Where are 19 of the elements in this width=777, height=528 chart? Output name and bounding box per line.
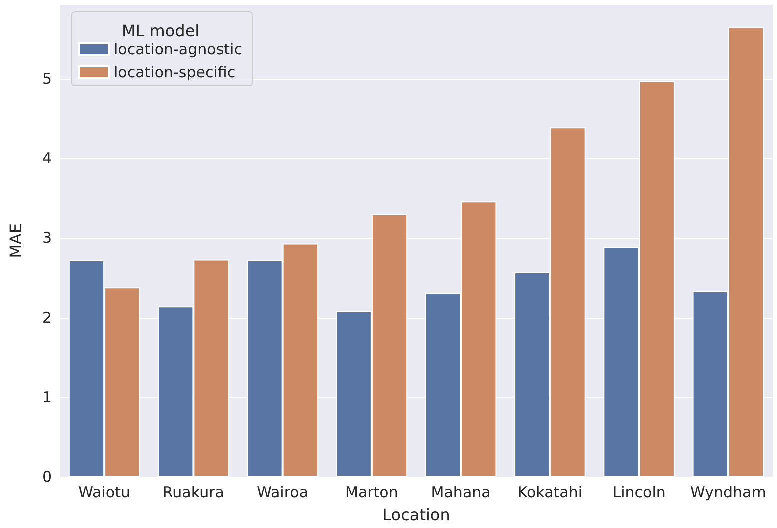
x-axis-title: Location bbox=[382, 506, 450, 524]
x-tick-label: Wairoa bbox=[257, 484, 309, 502]
x-tick-label: Mahana bbox=[431, 484, 491, 502]
y-tick-label: 5 bbox=[42, 70, 52, 88]
x-tick-label: Wyndham bbox=[690, 484, 766, 502]
y-tick-label: 4 bbox=[42, 150, 52, 168]
x-tick-label: Marton bbox=[346, 484, 398, 502]
x-tick-label: Ruakura bbox=[162, 484, 224, 502]
x-tick-label: Lincoln bbox=[612, 484, 666, 502]
y-tick-label: 0 bbox=[42, 468, 52, 486]
legend-title: ML model bbox=[122, 22, 200, 40]
y-tick-label: 2 bbox=[42, 308, 52, 327]
legend-label: location-specific bbox=[114, 64, 236, 82]
legend-label: location-agnostic bbox=[114, 40, 242, 58]
x-tick-label: Waiotu bbox=[78, 484, 130, 502]
x-tick-label: Kokatahi bbox=[518, 484, 583, 502]
y-tick-label: 1 bbox=[42, 388, 52, 406]
y-tick-label: 3 bbox=[42, 229, 52, 248]
y-axis-title: MAE bbox=[6, 224, 26, 258]
